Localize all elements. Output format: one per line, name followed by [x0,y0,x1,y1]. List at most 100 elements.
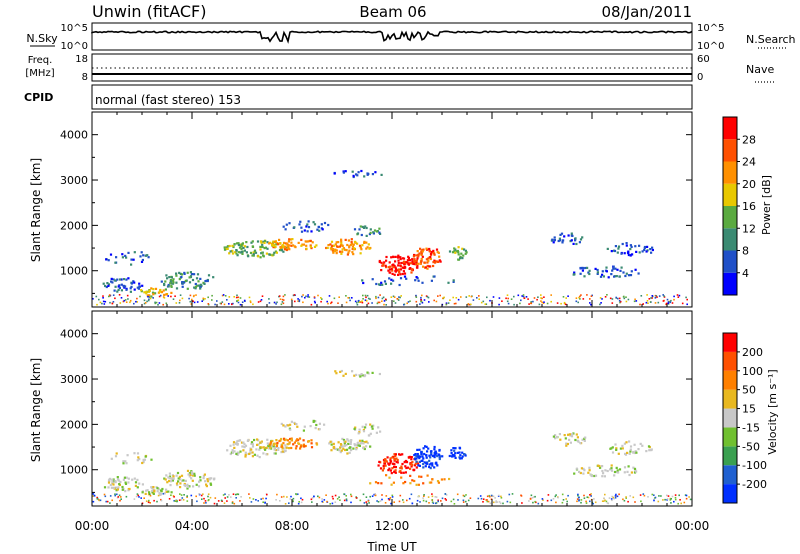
velocity-echo-cell [330,443,333,446]
velocity-echo-cell [298,437,302,440]
power-echo-cell [304,240,307,243]
power-ground-cell [648,298,651,300]
power-echo-cell [229,250,232,253]
power-ground-cell [396,298,399,300]
power-echo-cell [412,255,415,258]
power-echo-cell [145,292,148,295]
power-echo-cell [199,287,202,290]
velocity-ground-cell [689,498,692,501]
velocity-ground-cell [296,493,299,495]
velocity-ground-cell [431,501,434,503]
velocity-ground-cell [220,499,223,502]
velocity-echo-cell [318,422,321,425]
power-echo-cell [414,279,417,282]
velocity-echo-cell [340,449,343,452]
power-echo-cell [375,230,378,233]
velocity-echo-cell [275,444,278,448]
velocity-echo-cell [273,448,276,451]
power-echo-cell [231,252,235,255]
power-ground-cell [507,297,509,300]
velocity-echo-cell [282,424,285,427]
power-ground-cell [307,295,309,298]
velocity-echo-cell [302,429,305,432]
velocity-ground-cell [673,500,675,503]
power-ground-cell [662,300,665,302]
velocity-echo-cell [433,452,436,455]
velocity-ground-cell [445,494,448,496]
velocity-echo-cell [117,486,120,489]
power-echo-cell [194,285,198,288]
velocity-echo-cell [244,455,247,458]
velocity-ground-cell [490,494,493,497]
velocity-echo-cell [171,479,174,482]
power-echo-cell [369,231,372,234]
power-echo-cell [378,231,381,234]
velocity-echo-cell [186,487,189,490]
power-echo-cell [274,245,277,248]
velocity-ground-cell [677,502,679,505]
power-echo-cell [415,266,419,269]
power-ground-cell [375,297,377,300]
velocity-ground-cell [231,502,234,504]
velocity-echo-cell [411,479,414,482]
velocity-echo-cell [403,461,406,464]
velocity-echo-cell [289,428,292,431]
power-echo-cell [133,281,136,284]
power-ground-cell [330,302,332,305]
time-axis-label: Time UT [366,540,417,554]
power-echo-cell [223,248,227,251]
power-ground-cell [148,296,151,298]
power-echo-cell [298,223,301,226]
velocity-ground-cell [554,495,557,498]
velocity-echo-cell [151,489,154,492]
power-echo-cell [391,264,394,267]
power-ground-cell [237,301,240,304]
power-echo-cell [411,261,414,264]
power-echo-cell [421,248,424,252]
power-echo-cell [337,241,340,244]
power-echo-cell [410,262,413,265]
velocity-echo-cell [552,435,555,438]
power-echo-cell [169,280,172,283]
velocity-echo-cell [601,465,604,468]
velocity-ground-cell [577,493,579,496]
velocity-ground-cell [264,500,266,503]
power-ground-cell [162,303,164,306]
power-echo-cell [399,264,402,267]
power-echo-cell [579,238,583,241]
velocity-echo-cell [275,439,278,442]
velocity-echo-cell [416,448,419,451]
power-ground-cell [347,297,349,299]
nsky-line [91,30,693,44]
power-ground-cell [565,297,567,299]
power-echo-cell [130,285,133,288]
power-echo-cell [433,275,436,278]
power-echo-cell [345,249,348,252]
velocity-ground-cell [521,502,523,504]
velocity-echo-cell [192,485,195,488]
velocity-echo-cell [334,370,337,373]
velocity-echo-cell [304,444,307,448]
power-echo-cell [105,258,108,261]
power-colorbar-tick-label: 20 [742,178,756,191]
power-ground-cell [223,303,226,306]
velocity-ground-cell [496,501,499,503]
power-echo-cell [125,278,128,281]
velocity-echo-cell [272,445,275,448]
power-echo-cell [169,279,172,282]
velocity-echo-cell [278,439,281,443]
power-echo-cell [323,221,327,225]
power-ground-cell [381,300,383,302]
power-ground-cell [591,294,593,297]
velocity-ground-cell [92,495,94,497]
power-ground-cell [192,300,194,302]
power-echo-cell [379,232,382,235]
velocity-echo-cell [583,437,586,440]
power-echo-cell [407,262,410,265]
velocity-echo-cell [112,486,115,489]
power-echo-cell [325,246,328,250]
velocity-ground-cell [657,500,660,503]
power-echo-cell [369,228,372,231]
velocity-echo-cell [381,469,384,472]
power-echo-cell [129,290,132,293]
